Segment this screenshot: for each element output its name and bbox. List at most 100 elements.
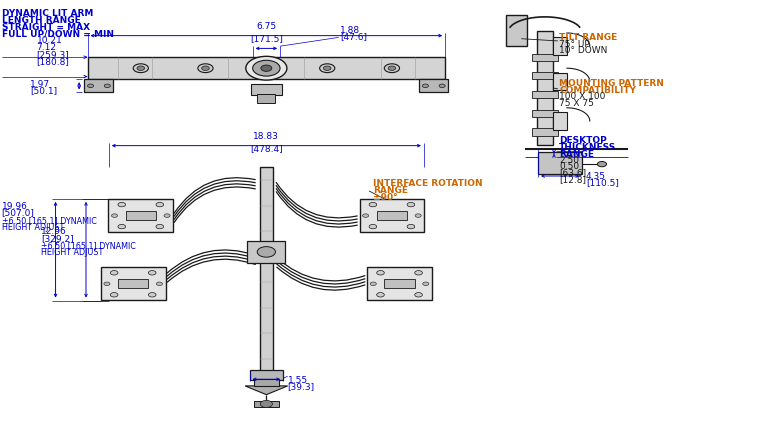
Bar [538, 152, 582, 174]
Bar [88, 57, 445, 79]
Text: 1.88: 1.88 [340, 26, 360, 35]
Bar [553, 73, 567, 90]
Circle shape [261, 65, 272, 71]
Text: 1.97: 1.97 [30, 80, 50, 89]
Circle shape [104, 84, 110, 88]
Text: DESKTOP: DESKTOP [559, 136, 607, 145]
Text: RANGE: RANGE [373, 186, 408, 194]
Text: HEIGHT ADJUST: HEIGHT ADJUST [41, 248, 103, 257]
Bar [254, 379, 279, 386]
Text: 10° DOWN: 10° DOWN [559, 46, 608, 55]
Circle shape [246, 56, 287, 80]
Text: [110.5]: [110.5] [586, 178, 619, 187]
Bar [247, 241, 285, 263]
Text: DYNAMIC LIT ARM: DYNAMIC LIT ARM [2, 9, 94, 18]
Text: 7.12: 7.12 [37, 43, 56, 52]
Circle shape [148, 293, 156, 297]
Circle shape [422, 84, 428, 88]
Text: ±6.50 [165.1] DYNAMIC: ±6.50 [165.1] DYNAMIC [41, 241, 136, 250]
Bar [419, 79, 448, 92]
Bar [108, 199, 174, 232]
Text: [63.6]: [63.6] [559, 169, 587, 177]
Text: ±90°: ±90° [373, 193, 397, 202]
Circle shape [88, 84, 94, 88]
Bar [537, 31, 553, 145]
Circle shape [260, 400, 272, 407]
Bar [360, 199, 425, 232]
Text: 4.35: 4.35 [586, 172, 606, 180]
Text: [180.8]: [180.8] [37, 57, 69, 66]
Circle shape [156, 202, 164, 207]
Circle shape [597, 161, 607, 167]
Circle shape [407, 202, 415, 207]
Text: MOUNTING PATTERN: MOUNTING PATTERN [559, 79, 664, 88]
Text: 100 X 100: 100 X 100 [559, 92, 606, 101]
Text: [259.3]: [259.3] [37, 50, 69, 59]
Bar [254, 401, 279, 407]
Text: [50.1]: [50.1] [30, 86, 58, 95]
Circle shape [148, 271, 156, 275]
Bar [118, 279, 148, 288]
Text: INTERFACE ROTATION: INTERFACE ROTATION [373, 179, 482, 187]
Circle shape [111, 214, 117, 217]
Circle shape [323, 66, 331, 70]
Text: [507.0]: [507.0] [2, 209, 34, 217]
Circle shape [253, 60, 280, 76]
Polygon shape [245, 386, 288, 395]
Circle shape [369, 224, 377, 229]
Circle shape [416, 214, 422, 217]
Text: COMPATIBILITY: COMPATIBILITY [559, 86, 636, 95]
Text: [12.8]: [12.8] [559, 175, 586, 183]
Circle shape [202, 66, 209, 70]
Text: TILT RANGE: TILT RANGE [559, 33, 618, 42]
Bar [532, 110, 558, 117]
Bar [257, 94, 275, 103]
Text: 0.50: 0.50 [559, 162, 579, 171]
Text: 10.21: 10.21 [37, 36, 62, 45]
Circle shape [415, 271, 422, 275]
Circle shape [363, 214, 368, 217]
Circle shape [320, 64, 335, 73]
Circle shape [156, 224, 164, 229]
Bar [100, 268, 165, 301]
Circle shape [369, 202, 377, 207]
Text: [39.3]: [39.3] [288, 382, 315, 391]
Text: 18.83: 18.83 [253, 132, 279, 141]
Bar [377, 211, 407, 220]
Bar [84, 79, 113, 92]
Text: ±6.50 [165.1] DYNAMIC: ±6.50 [165.1] DYNAMIC [2, 216, 97, 225]
Text: 75 X 75: 75 X 75 [559, 99, 594, 107]
Bar [368, 268, 431, 301]
Text: RANGE: RANGE [559, 150, 594, 158]
Text: 6.75: 6.75 [256, 22, 276, 31]
Circle shape [439, 84, 445, 88]
Bar [553, 37, 567, 55]
Text: 1.55: 1.55 [288, 376, 307, 385]
Text: [478.4]: [478.4] [250, 144, 282, 153]
Circle shape [110, 271, 118, 275]
Circle shape [103, 282, 110, 286]
Circle shape [118, 224, 126, 229]
Circle shape [137, 66, 145, 70]
Bar [88, 63, 445, 67]
Circle shape [377, 293, 384, 297]
Text: THICKNESS: THICKNESS [559, 143, 616, 152]
Bar [126, 211, 156, 220]
Bar [506, 15, 527, 46]
Text: FULL UP/DOWN = MIN: FULL UP/DOWN = MIN [2, 30, 114, 39]
Text: LENGTH RANGE: LENGTH RANGE [2, 16, 81, 25]
Circle shape [133, 64, 148, 73]
Text: [47.6]: [47.6] [340, 32, 367, 41]
Circle shape [118, 202, 126, 207]
Circle shape [407, 224, 415, 229]
Bar [384, 279, 415, 288]
Bar [260, 167, 273, 372]
Bar [88, 69, 445, 73]
Bar [532, 128, 558, 136]
Circle shape [110, 293, 118, 297]
Text: 75° UP: 75° UP [559, 40, 590, 49]
Text: [329.2]: [329.2] [41, 234, 74, 242]
Bar [532, 54, 558, 61]
Bar [532, 91, 558, 98]
Text: 19.96: 19.96 [2, 202, 27, 210]
